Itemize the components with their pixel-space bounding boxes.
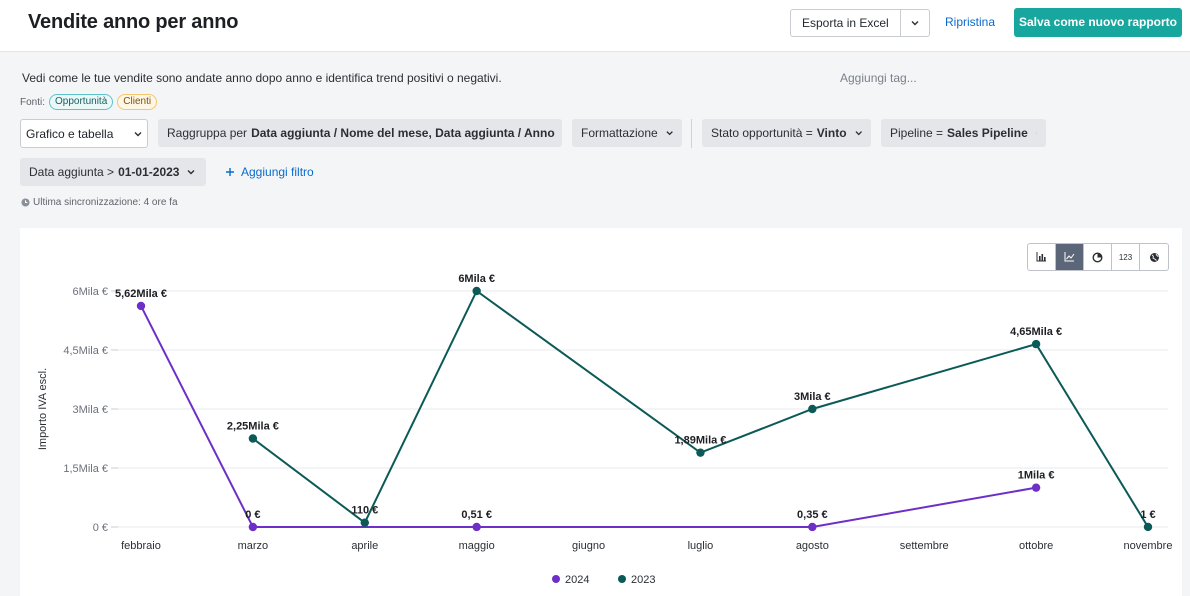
pie-chart-toggle[interactable] xyxy=(1084,244,1112,270)
formatting-label: Formattazione xyxy=(581,126,658,140)
chevron-down-icon xyxy=(1035,132,1037,134)
group-by-filter[interactable]: Raggruppa per Data aggiunta / Nome del m… xyxy=(158,119,562,147)
sync-text: Ultima sincronizzazione: 4 ore fa xyxy=(33,197,178,208)
line-chart-icon xyxy=(1064,252,1075,262)
pie-chart-icon xyxy=(1092,251,1103,263)
group-by-value: Data aggiunta / Nome del mese, Data aggi… xyxy=(251,126,555,140)
bar-chart-toggle[interactable] xyxy=(1028,244,1056,270)
pipeline-filter-prefix: Pipeline = xyxy=(890,126,944,140)
add-tag-input[interactable]: Aggiungi tag... xyxy=(840,71,917,85)
bar-chart-icon xyxy=(1036,252,1046,262)
reset-link[interactable]: Ripristina xyxy=(945,15,996,29)
chevron-down-icon xyxy=(855,131,862,136)
sources-row: Fonti: Opportunità Clienti xyxy=(20,94,158,110)
line-chart-toggle[interactable] xyxy=(1056,244,1084,270)
chart-card xyxy=(20,228,1182,596)
source-badge-opportunities: Opportunità xyxy=(49,94,114,110)
pipeline-filter[interactable]: Pipeline = Sales Pipeline xyxy=(881,119,1046,147)
formatting-button[interactable]: Formattazione xyxy=(572,119,682,147)
status-filter[interactable]: Stato opportunità = Vinto xyxy=(702,119,871,147)
source-badge-clients: Clienti xyxy=(117,94,158,110)
view-mode-select[interactable]: Grafico e tabella xyxy=(20,119,148,148)
filters-divider xyxy=(691,119,692,148)
date-added-filter[interactable]: Data aggiunta > 01-01-2023 xyxy=(20,158,206,186)
date-filter-prefix: Data aggiunta > xyxy=(29,165,115,179)
sources-label: Fonti: xyxy=(20,96,46,108)
view-mode-value: Grafico e tabella xyxy=(26,126,114,141)
pipeline-filter-value: Sales Pipeline xyxy=(947,126,1028,140)
export-group: Esporta in Excel xyxy=(790,9,930,37)
chart-type-toggle: 123 xyxy=(1027,243,1169,271)
export-options-button[interactable] xyxy=(901,10,929,36)
chevron-down-icon xyxy=(911,21,919,26)
page-title: Vendite anno per anno xyxy=(28,11,239,33)
report-description: Vedi come le tue vendite sono andate ann… xyxy=(22,71,502,85)
number-chart-toggle[interactable]: 123 xyxy=(1112,244,1140,270)
date-filter-value: 01-01-2023 xyxy=(118,165,180,179)
clock-icon xyxy=(21,198,30,207)
export-excel-button[interactable]: Esporta in Excel xyxy=(791,10,901,36)
globe-chart-toggle[interactable] xyxy=(1140,244,1168,270)
chevron-down-icon xyxy=(187,170,195,175)
top-bar: Vendite anno per anno Esporta in Excel R… xyxy=(0,0,1190,52)
status-filter-prefix: Stato opportunità = xyxy=(711,126,813,140)
status-filter-value: Vinto xyxy=(816,126,847,140)
plus-icon xyxy=(226,168,234,176)
group-by-prefix: Raggruppa per xyxy=(167,126,248,140)
globe-icon xyxy=(1149,252,1159,262)
add-filter-label: Aggiungi filtro xyxy=(241,165,314,179)
add-filter-button[interactable]: Aggiungi filtro xyxy=(225,165,314,179)
chevron-down-icon xyxy=(666,131,673,136)
save-as-new-report-button[interactable]: Salva come nuovo rapporto xyxy=(1014,8,1182,37)
chevron-down-icon xyxy=(134,131,142,136)
sync-status: Ultima sincronizzazione: 4 ore fa xyxy=(21,197,178,208)
